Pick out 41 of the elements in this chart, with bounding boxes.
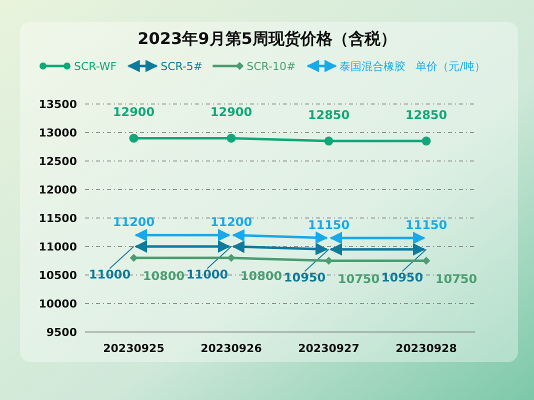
y-tick-label: 11500 <box>38 212 78 225</box>
point <box>227 254 236 262</box>
data-label: 12900 <box>112 105 155 120</box>
data-label: 10750 <box>435 272 478 286</box>
chart-title: 2023年9月第5周现货价格（含税） <box>138 29 396 48</box>
y-tick-label: 12000 <box>38 184 78 196</box>
data-label: 10950 <box>381 270 424 284</box>
point <box>226 134 236 143</box>
y-axis-title: 单价（元/吨） <box>416 60 486 73</box>
y-tick-label: 13000 <box>38 126 78 140</box>
point <box>324 136 334 146</box>
x-tick-label: 20230927 <box>298 342 360 355</box>
y-tick-label: 10000 <box>38 298 78 310</box>
data-label: 11150 <box>308 218 350 232</box>
data-label: 11150 <box>405 218 448 232</box>
data-label: 10800 <box>240 268 282 283</box>
y-tick-label: 10500 <box>38 269 78 282</box>
x-tick-label: 20230925 <box>103 342 164 355</box>
data-label: 10800 <box>142 268 185 283</box>
data-label: 12900 <box>210 105 252 120</box>
point <box>422 136 431 146</box>
legend-label: SCR-5# <box>160 60 203 73</box>
data-label: 11200 <box>210 215 252 230</box>
x-tick-label: 20230926 <box>200 342 262 355</box>
y-tick-label: 12500 <box>38 155 78 168</box>
data-label: 11200 <box>112 215 155 230</box>
y-tick-label: 11000 <box>38 240 78 254</box>
y-tick-label: 13500 <box>38 98 78 111</box>
data-label: 12850 <box>405 108 448 122</box>
legend-label: SCR-WF <box>74 60 117 73</box>
legend-label: 泰国混合橡胶 <box>340 60 406 73</box>
data-label: 11000 <box>88 268 131 282</box>
point <box>129 134 138 143</box>
data-label: 10750 <box>338 272 380 286</box>
x-tick-label: 20230928 <box>396 342 457 355</box>
data-label: 10950 <box>284 270 326 284</box>
legend-label: SCR-10# <box>246 60 296 73</box>
data-label: 11000 <box>186 268 228 282</box>
point <box>130 254 138 262</box>
y-tick-label: 9500 <box>46 326 78 339</box>
data-label: 12850 <box>308 108 350 122</box>
